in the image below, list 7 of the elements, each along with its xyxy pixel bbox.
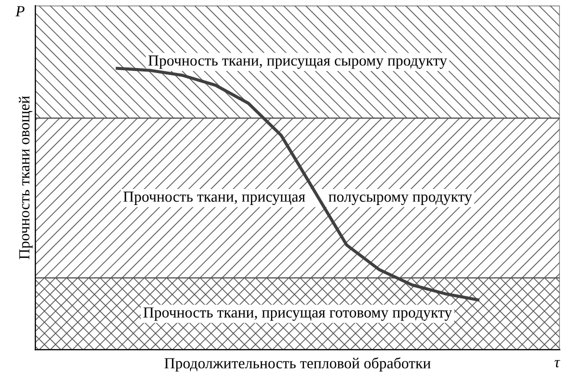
text: τ [554, 360, 560, 368]
y-axis-title: Прочность ткани овощей [18, 96, 33, 260]
band-label: Прочность ткани, присущая готовому продукту [143, 307, 452, 321]
x-axis-title: Продолжительность тепловой обработки [164, 357, 431, 372]
band-label: Прочность ткани, присущая полусырому продукту [123, 192, 472, 205]
text: P [15, 6, 24, 16]
band-label: Прочность ткани, присущая сырому продукту [148, 56, 448, 69]
